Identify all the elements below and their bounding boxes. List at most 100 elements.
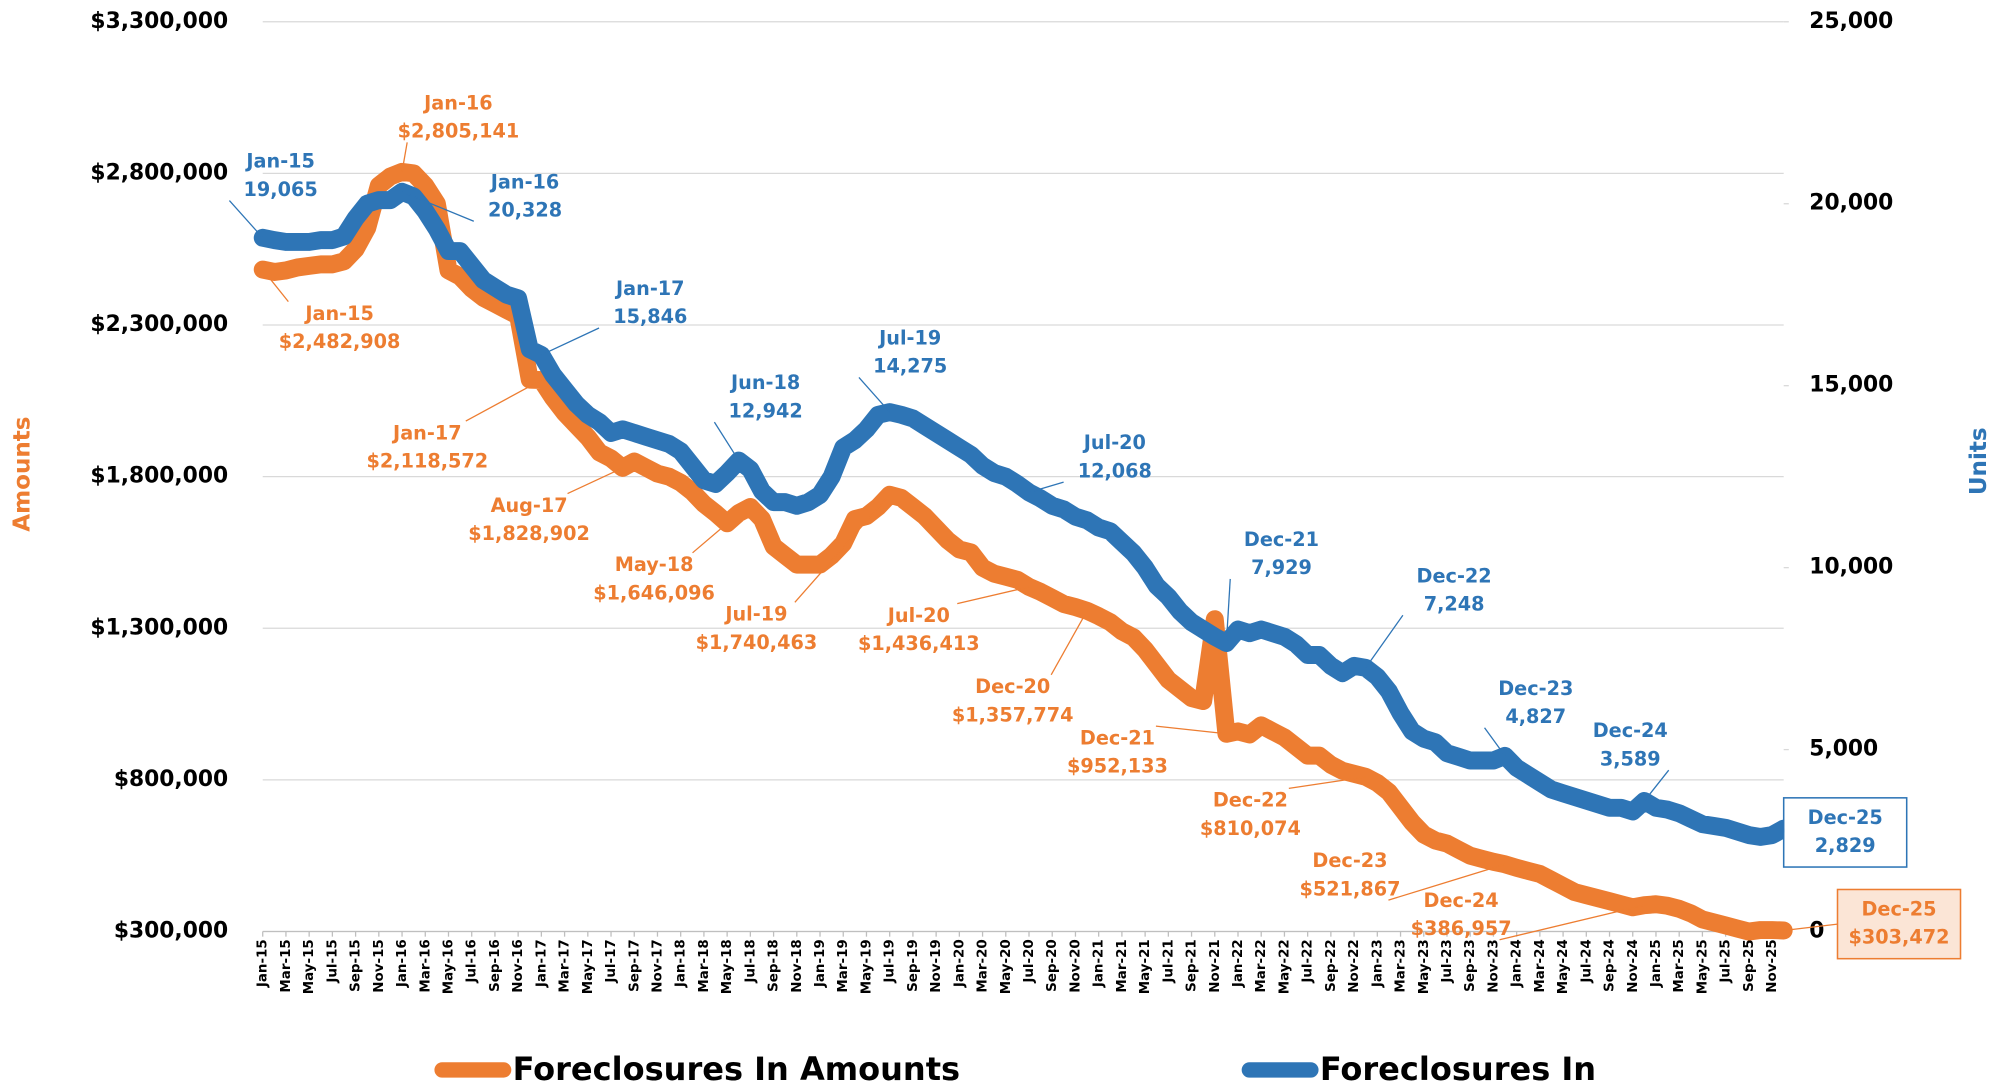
y2-tick-label: 0 xyxy=(1809,919,1824,944)
value-label-text: $1,646,096 xyxy=(593,581,715,604)
value-label-box xyxy=(1782,797,1908,868)
value-label: Dec-22 $810,074 xyxy=(1200,776,1366,840)
x-tick-label: Jan-16 xyxy=(395,939,410,988)
x-tick-label: Nov-24 xyxy=(1626,939,1641,993)
x-tick-label: Mar-21 xyxy=(1115,939,1130,992)
value-label-month: Jan-17 xyxy=(391,421,462,444)
value-label-month: Dec-20 xyxy=(975,675,1050,698)
value-label: Jan-15 19,065 xyxy=(228,150,318,239)
leader-line xyxy=(1050,610,1088,676)
x-tick-label: Mar-23 xyxy=(1394,939,1409,992)
value-label: Jun-18 12,942 xyxy=(713,371,803,461)
value-label-text: $1,828,902 xyxy=(468,522,590,545)
x-tick-label: Sep-15 xyxy=(349,939,364,992)
value-label: Dec-23 $521,867 xyxy=(1300,849,1506,901)
value-label: Jan-17 15,846 xyxy=(541,277,687,356)
y-tick-label: $1,300,000 xyxy=(90,615,228,640)
leader-line xyxy=(713,421,740,461)
x-tick-label: May-24 xyxy=(1556,939,1571,994)
value-label-text: $810,074 xyxy=(1200,817,1301,840)
y2-axis-title: Units xyxy=(1966,427,1992,495)
value-label: Jan-15 $2,482,908 xyxy=(262,269,400,353)
x-tick-label: Jan-22 xyxy=(1231,939,1246,988)
value-label: Dec-25 2,829 xyxy=(1782,797,1908,868)
x-tick-label: Jan-25 xyxy=(1649,939,1664,988)
value-label-month: Dec-25 xyxy=(1861,897,1936,920)
value-label-text: 20,328 xyxy=(488,199,562,222)
y-axis-title: Amounts xyxy=(10,416,36,531)
x-tick-label: Sep-24 xyxy=(1603,939,1618,992)
leader-line xyxy=(858,377,891,413)
x-tick-label: Mar-17 xyxy=(558,939,573,992)
value-label-month: May-18 xyxy=(615,553,694,576)
leader-line xyxy=(1365,614,1404,669)
value-label: Jul-20 12,068 xyxy=(1028,431,1152,493)
x-tick-label: May-15 xyxy=(302,939,317,994)
value-label-month: Jan-15 xyxy=(244,150,315,173)
x-tick-label: Jul-23 xyxy=(1440,939,1455,983)
x-tick-label: Nov-15 xyxy=(372,939,387,993)
x-tick-label: Jan-17 xyxy=(534,939,549,988)
legend-label: Foreclosures In xyxy=(1320,1050,1596,1083)
x-tick-label: May-18 xyxy=(720,939,735,994)
value-label-month: Jun-18 xyxy=(729,371,800,394)
x-tick-label: May-25 xyxy=(1695,939,1710,994)
leader-line xyxy=(401,142,408,172)
x-tick-label: Mar-25 xyxy=(1672,939,1687,992)
value-label-text: 19,065 xyxy=(244,178,318,201)
value-label-month: Jan-17 xyxy=(614,277,685,300)
value-label: Jul-19 $1,740,463 xyxy=(696,494,891,654)
value-label-month: Jul-19 xyxy=(723,603,787,626)
value-label: Dec-21 7,929 xyxy=(1225,528,1319,644)
x-tick-label: Jul-16 xyxy=(465,939,480,983)
value-label-text: 3,589 xyxy=(1600,747,1661,770)
leader-line xyxy=(1155,725,1227,735)
x-tick-label: May-16 xyxy=(441,939,456,994)
x-tick-label: Jul-19 xyxy=(883,939,898,983)
value-label-box xyxy=(1836,888,1962,960)
y2-tick-label: 10,000 xyxy=(1809,555,1893,580)
x-tick-label: Mar-18 xyxy=(697,939,712,992)
leader-line xyxy=(1499,904,1645,941)
x-tick-label: Jul-15 xyxy=(325,939,340,983)
x-tick-label: Jul-18 xyxy=(743,939,758,983)
y2-tick-label: 20,000 xyxy=(1809,191,1893,216)
x-tick-label: Jan-21 xyxy=(1092,939,1107,988)
leader-line xyxy=(567,467,623,495)
leader-line xyxy=(794,494,891,603)
x-tick-label: Nov-17 xyxy=(650,939,665,993)
value-label-month: Dec-23 xyxy=(1312,849,1387,872)
value-label: Jan-17 $2,118,572 xyxy=(367,379,542,473)
value-label-text: 7,248 xyxy=(1424,592,1485,615)
y-tick-label: $2,300,000 xyxy=(90,312,228,337)
x-tick-label: Nov-25 xyxy=(1765,939,1780,993)
leader-line xyxy=(228,200,264,239)
x-tick-label: Jan-18 xyxy=(674,939,689,988)
x-tick-label: Nov-19 xyxy=(929,939,944,993)
value-label: Aug-17 $1,828,902 xyxy=(468,467,623,545)
x-tick-label: Nov-22 xyxy=(1347,939,1362,993)
leader-line xyxy=(1484,727,1506,757)
value-label-text: $521,867 xyxy=(1300,877,1401,900)
x-tick-label: Mar-22 xyxy=(1254,939,1269,992)
x-tick-label: Sep-20 xyxy=(1045,939,1060,992)
x-tick-label: Jan-24 xyxy=(1510,939,1525,988)
x-tick-label: Sep-19 xyxy=(906,939,921,992)
y2-tick-label: 5,000 xyxy=(1809,737,1878,762)
value-label: Jul-20 $1,436,413 xyxy=(858,586,1030,655)
x-tick-label: Sep-25 xyxy=(1742,939,1757,992)
leader-line xyxy=(1783,923,1838,932)
x-tick-label: Sep-18 xyxy=(767,939,782,992)
x-tick-label: Jan-15 xyxy=(256,939,271,988)
value-label-text: $2,118,572 xyxy=(367,450,489,473)
value-label-text: 4,827 xyxy=(1505,705,1566,728)
value-label-month: Jul-19 xyxy=(877,327,941,350)
value-label: Dec-23 4,827 xyxy=(1484,677,1573,757)
x-tick-label: Sep-17 xyxy=(627,939,642,992)
leader-line xyxy=(465,379,542,422)
series-line xyxy=(253,182,1793,846)
value-label-text: 15,846 xyxy=(613,305,687,328)
leader-line xyxy=(1028,481,1064,493)
